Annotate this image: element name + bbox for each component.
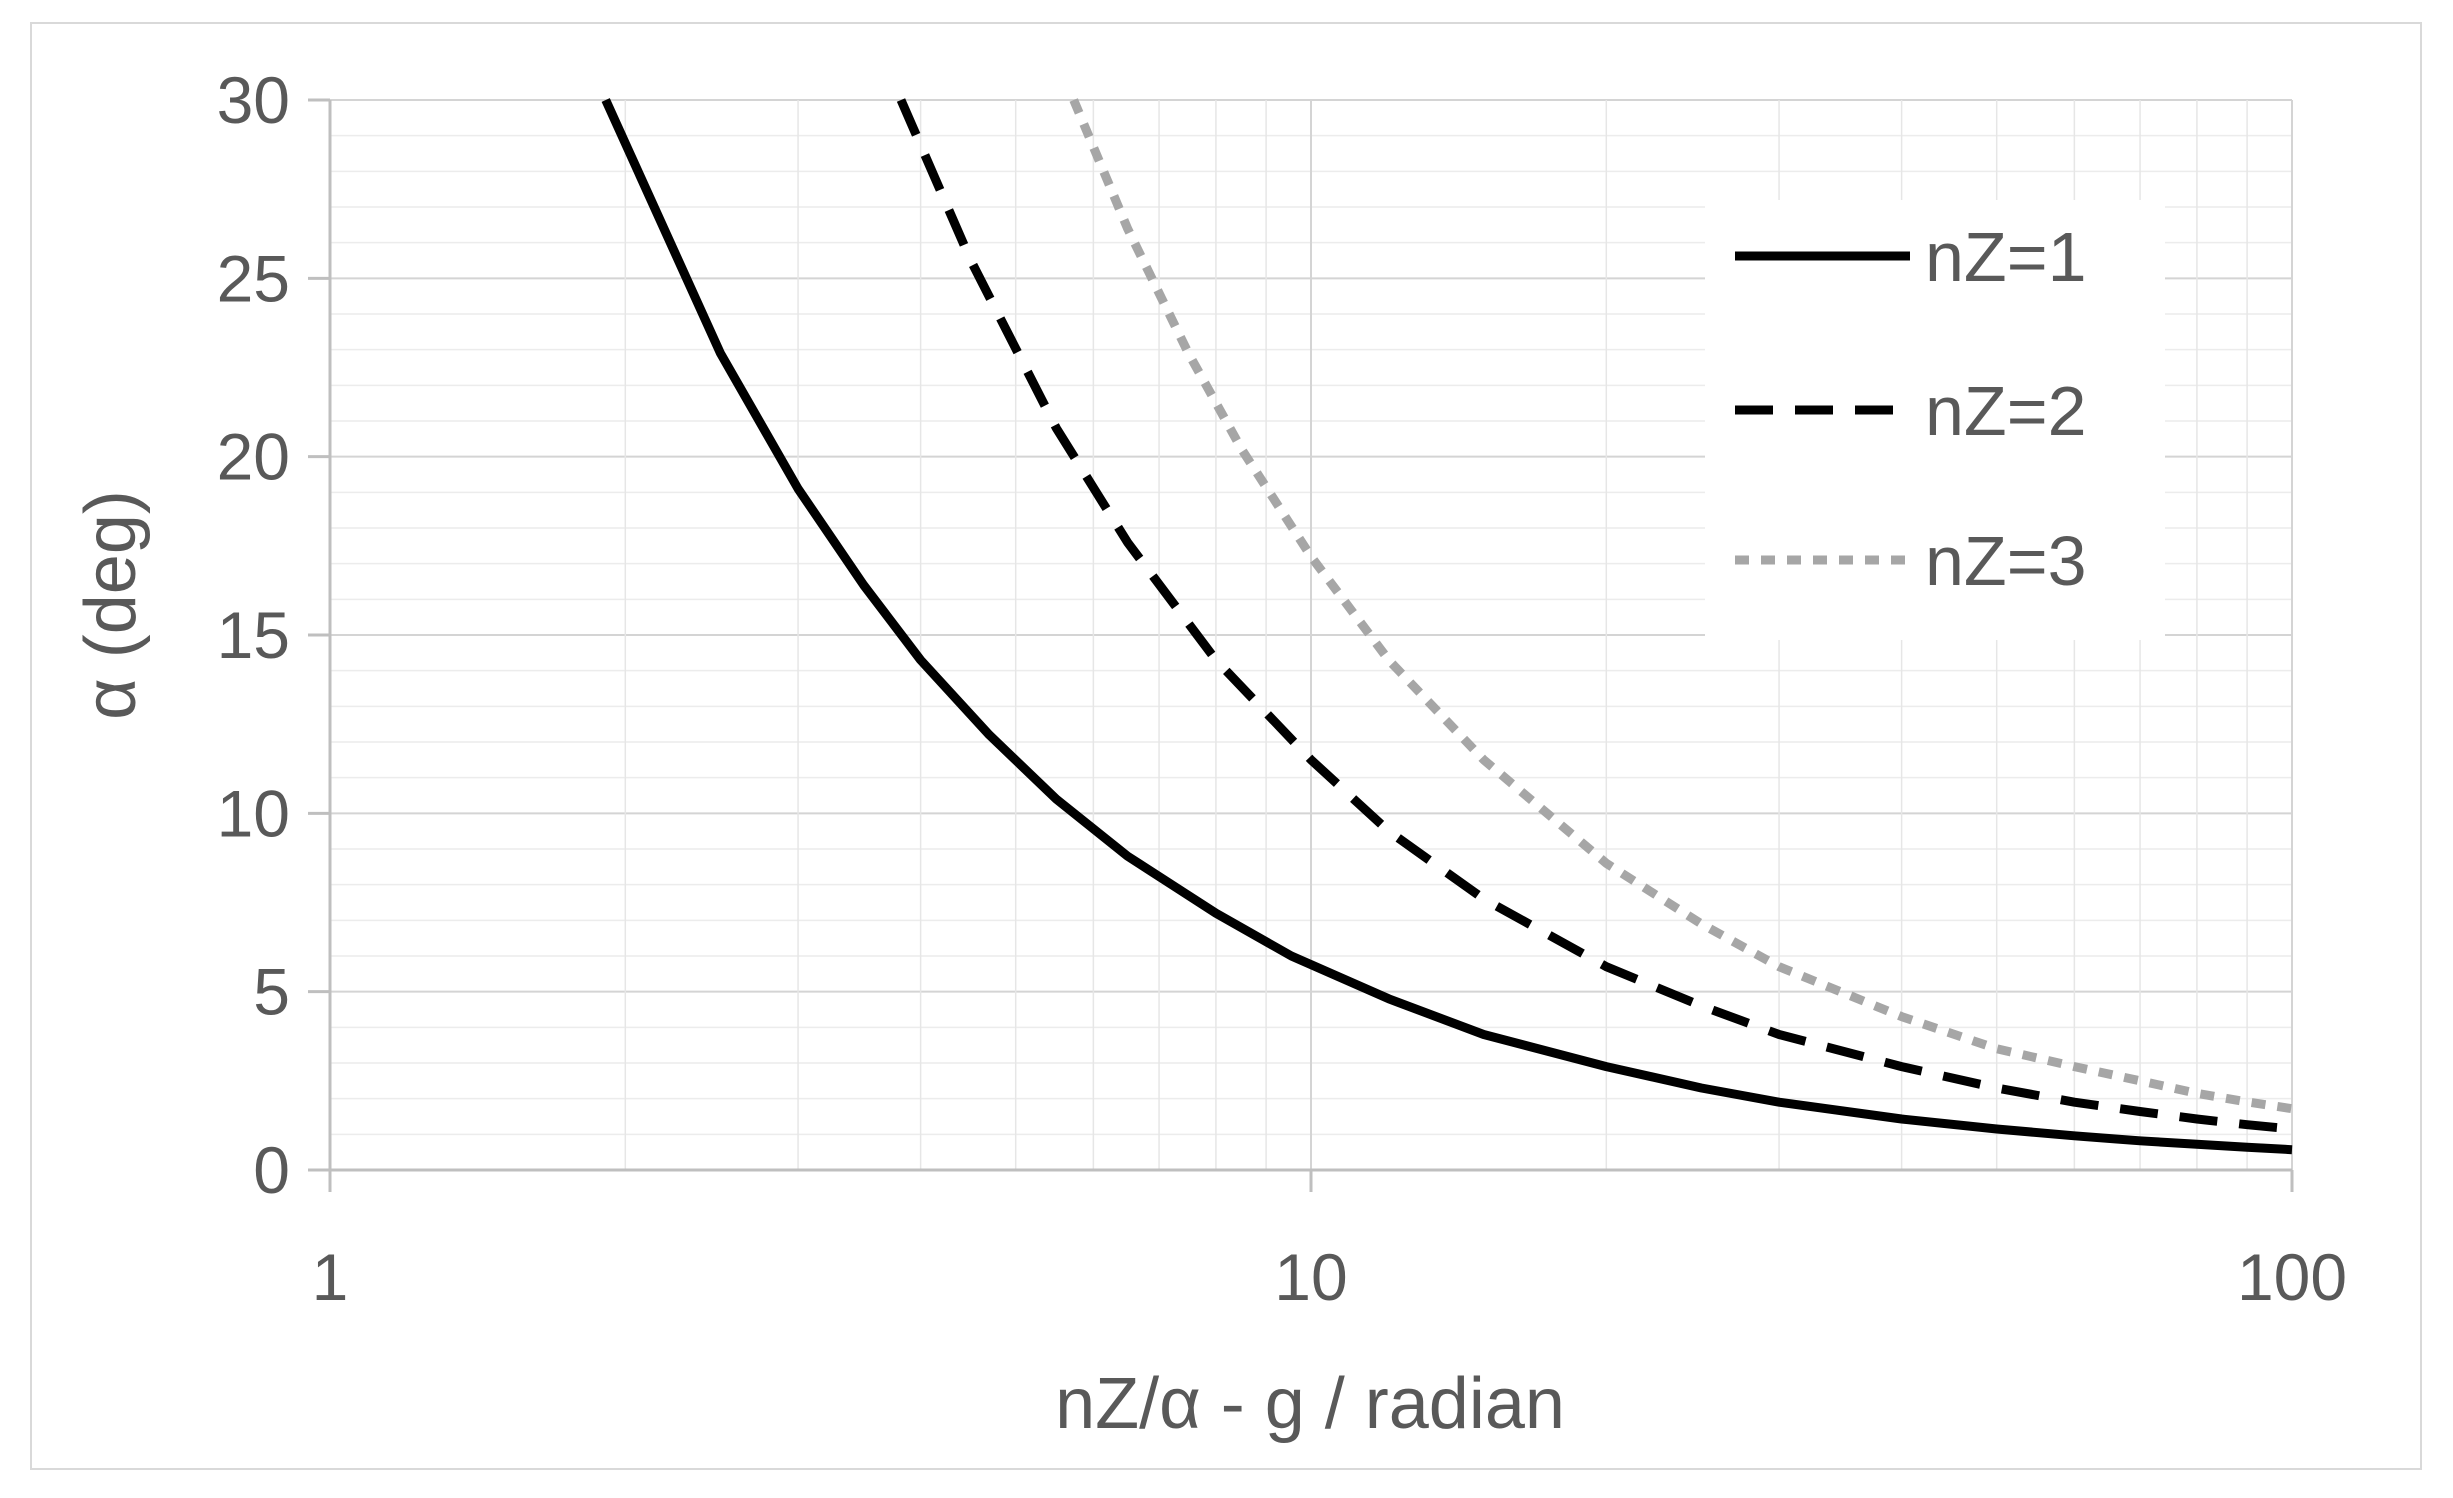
axes bbox=[308, 98, 2294, 1192]
legend: nZ=1 nZ=2 nZ=3 bbox=[1705, 200, 2165, 640]
y-tick-labels: 0 5 10 15 20 25 30 bbox=[217, 63, 290, 1207]
y-tick-label: 30 bbox=[217, 63, 290, 137]
series-line-nz2 bbox=[896, 98, 2293, 1134]
series-lines bbox=[601, 98, 2293, 1155]
x-tick-labels: 1 10 100 bbox=[312, 1240, 2347, 1314]
legend-background bbox=[1705, 200, 2165, 640]
series-line-nz3 bbox=[1069, 98, 2293, 1114]
x-tick-label: 10 bbox=[1274, 1240, 1347, 1314]
x-tick-label: 1 bbox=[312, 1240, 349, 1314]
y-tick-label: 20 bbox=[217, 420, 290, 494]
y-tick-label: 25 bbox=[217, 241, 290, 315]
legend-label-nz1: nZ=1 bbox=[1925, 218, 2087, 296]
x-tick-label: 100 bbox=[2237, 1240, 2347, 1314]
y-tick-label: 10 bbox=[217, 776, 290, 850]
y-tick-label: 5 bbox=[253, 955, 290, 1029]
legend-label-nz2: nZ=2 bbox=[1925, 372, 2087, 450]
x-axis-title: nZ/α - g / radian bbox=[1055, 1364, 1565, 1444]
series-line-nz1 bbox=[601, 98, 2293, 1155]
y-tick-label: 0 bbox=[253, 1133, 290, 1207]
legend-label-nz3: nZ=3 bbox=[1925, 522, 2087, 600]
y-tick-label: 15 bbox=[217, 598, 290, 672]
y-axis-title: α (deg) bbox=[71, 490, 151, 720]
grid bbox=[330, 99, 2293, 1170]
